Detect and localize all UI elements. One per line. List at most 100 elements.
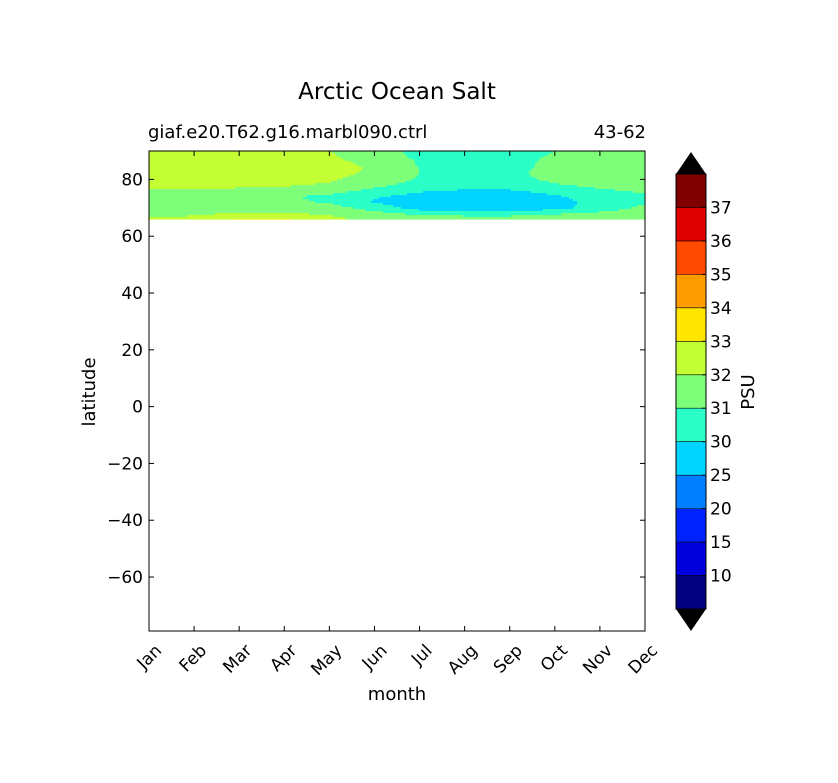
field-cell (357, 151, 360, 154)
field-cell (397, 161, 400, 164)
field-cell (579, 175, 582, 178)
field-cell (529, 175, 532, 178)
field-cell (153, 161, 156, 164)
field-cell (379, 171, 382, 174)
field-cell (329, 175, 332, 178)
field-cell (197, 167, 200, 170)
field-cell (339, 175, 342, 178)
field-cell (577, 163, 580, 166)
field-cell (617, 181, 620, 184)
field-cell (287, 175, 290, 178)
field-cell (423, 185, 426, 188)
field-cell (365, 153, 368, 156)
field-cell (581, 171, 584, 174)
field-cell (209, 159, 212, 162)
field-cell (321, 173, 324, 176)
field-cell (491, 173, 494, 176)
field-cell (383, 161, 386, 164)
field-cell (237, 185, 240, 188)
field-cell (289, 177, 292, 180)
field-cell (607, 153, 610, 156)
field-cell (603, 185, 606, 188)
field-cell (559, 171, 562, 174)
field-cell (225, 153, 228, 156)
field-cell (225, 187, 228, 190)
field-cell (601, 151, 604, 154)
field-cell (627, 151, 630, 154)
field-cell (533, 159, 536, 162)
field-cell (225, 165, 228, 168)
field-cell (609, 177, 612, 180)
field-cell (245, 183, 248, 186)
field-cell (505, 161, 508, 164)
field-cell (561, 167, 564, 170)
field-cell (533, 163, 536, 166)
field-cell (523, 169, 526, 172)
field-cell (199, 167, 202, 170)
field-cell (359, 189, 362, 192)
field-cell (233, 167, 236, 170)
field-cell (599, 161, 602, 164)
field-cell (639, 175, 642, 178)
field-cell (267, 157, 270, 160)
field-cell (357, 181, 360, 184)
field-cell (635, 169, 638, 172)
field-cell (473, 173, 476, 176)
field-cell (171, 187, 174, 190)
field-cell (565, 177, 568, 180)
field-cell (245, 153, 248, 156)
field-cell (509, 169, 512, 172)
field-cell (431, 181, 434, 184)
field-cell (343, 175, 346, 178)
field-cell (429, 165, 432, 168)
field-cell (543, 157, 546, 160)
field-cell (259, 171, 262, 174)
field-cell (239, 175, 242, 178)
field-cell (291, 173, 294, 176)
field-cell (329, 183, 332, 186)
field-cell (245, 159, 248, 162)
field-cell (333, 175, 336, 178)
field-cell (323, 169, 326, 172)
field-cell (375, 169, 378, 172)
field-cell (421, 157, 424, 160)
field-cell (465, 169, 468, 172)
field-cell (471, 167, 474, 170)
field-cell (467, 179, 470, 182)
field-cell (611, 181, 614, 184)
field-cell (415, 155, 418, 158)
field-cell (457, 167, 460, 170)
field-cell (317, 161, 320, 164)
field-cell (635, 159, 638, 162)
field-cell (337, 183, 340, 186)
field-cell (499, 187, 502, 190)
field-cell (613, 159, 616, 162)
field-cell (569, 151, 572, 154)
field-cell (211, 159, 214, 162)
field-cell (223, 151, 226, 154)
field-cell (639, 179, 642, 182)
field-cell (569, 187, 572, 190)
field-cell (643, 163, 646, 166)
field-cell (233, 151, 236, 154)
field-cell (399, 173, 402, 176)
field-cell (463, 181, 466, 184)
field-cell (187, 175, 190, 178)
field-cell (575, 165, 578, 168)
field-cell (593, 157, 596, 160)
field-cell (575, 159, 578, 162)
field-cell (171, 163, 174, 166)
field-cell (581, 161, 584, 164)
field-cell (599, 179, 602, 182)
field-cell (151, 183, 154, 186)
field-cell (151, 189, 154, 192)
field-cell (373, 171, 376, 174)
field-cell (557, 183, 560, 186)
field-cell (581, 151, 584, 154)
field-cell (155, 179, 158, 182)
field-cell (201, 159, 204, 162)
field-cell (255, 187, 258, 190)
field-cell (475, 181, 478, 184)
field-cell (439, 179, 442, 182)
field-cell (457, 165, 460, 168)
